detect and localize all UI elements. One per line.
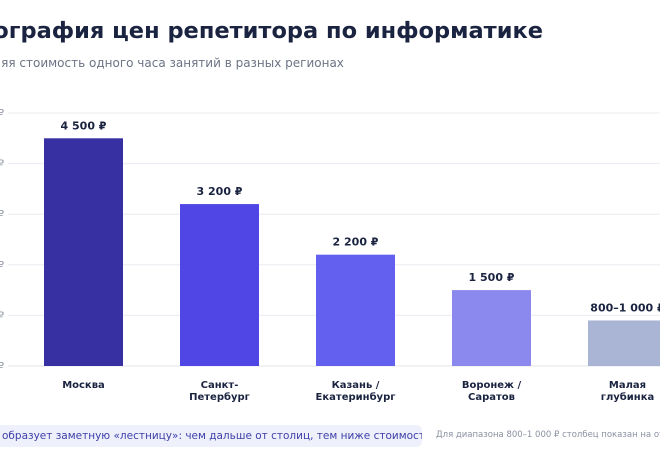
y-tick-label: ₽ [0,310,5,321]
x-tick-label: Екатеринбург [316,391,396,403]
data-label: 1 500 ₽ [469,271,515,284]
insight-note: образует заметную «лестницу»: чем дальше… [0,425,422,447]
data-label: 800–1 000 ₽ [590,301,660,314]
x-tick-label: Петербург [189,391,250,403]
data-label: 4 500 ₽ [61,119,107,132]
bar-3 [316,254,395,366]
x-tick-label: Саратов [468,392,515,403]
x-tick-label: Малая [609,380,646,391]
x-tick-label: Москва [62,380,105,391]
x-tick-label: глубинка [601,391,655,403]
chart-subtitle: дняя стоимость одного часа занятий в раз… [0,56,344,70]
x-tick-label: Воронеж / [462,380,522,391]
y-tick-label: ₽ [0,209,5,220]
y-tick-label: ₽ [0,108,5,119]
y-tick-label: ₽ [0,159,5,170]
bar-1 [44,138,123,366]
x-tick-label: Санкт- [201,380,239,391]
x-tick-label: Казань / [332,380,380,391]
chart-title: еография цен репетитора по информатике [0,18,543,44]
data-label: 3 200 ₽ [197,185,243,198]
bar-5 [588,320,660,366]
bar-4 [452,290,531,366]
data-label: 2 200 ₽ [333,236,379,249]
bar-2 [180,204,259,366]
y-tick-label: ₽ [0,361,5,372]
footnote: Для диапазона 800–1 000 ₽ столбец показа… [436,430,660,440]
y-tick-label: ₽ [0,260,5,271]
